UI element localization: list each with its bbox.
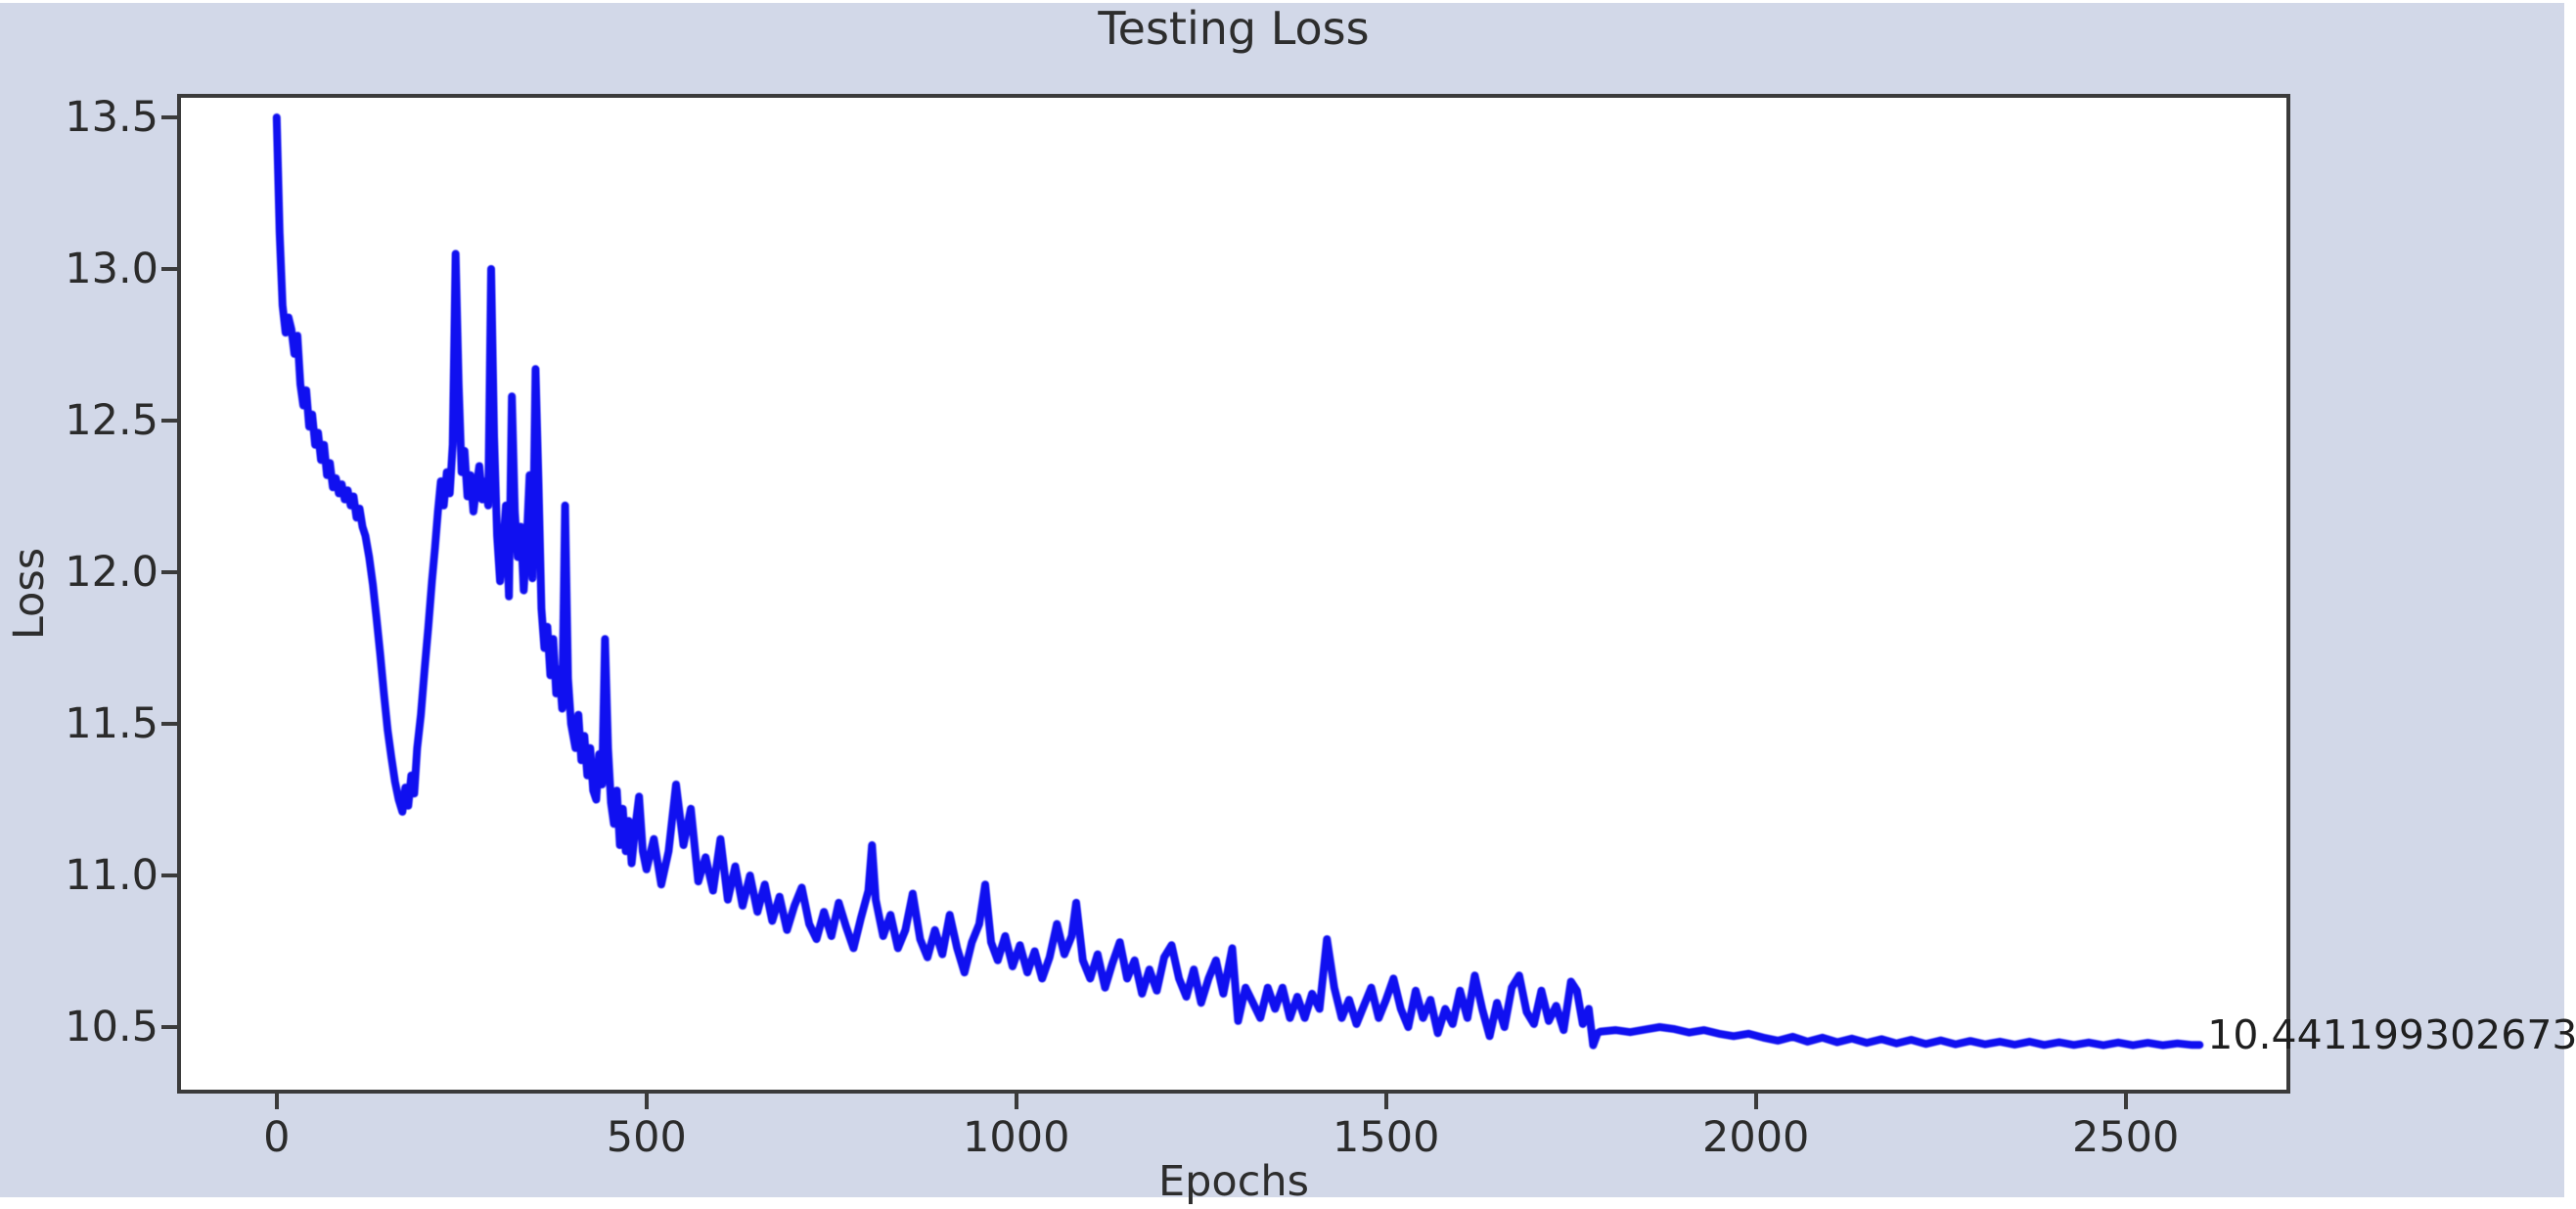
x-tick-label: 2500 bbox=[2071, 1113, 2180, 1162]
y-tick-label: 10.5 bbox=[65, 1002, 158, 1052]
y-tick-mark bbox=[161, 1024, 178, 1029]
x-tick-label: 2000 bbox=[1701, 1113, 1810, 1162]
y-tick-mark bbox=[161, 418, 178, 423]
y-tick-mark bbox=[161, 115, 178, 119]
x-tick-mark bbox=[274, 1093, 279, 1109]
y-tick-label: 13.0 bbox=[65, 245, 158, 293]
plot-area bbox=[177, 94, 2290, 1094]
y-tick-mark bbox=[161, 721, 178, 726]
y-tick-mark bbox=[161, 267, 178, 271]
x-tick-mark bbox=[1383, 1093, 1388, 1109]
loss-curve bbox=[272, 113, 2204, 1050]
y-tick-label: 11.0 bbox=[65, 850, 158, 900]
x-tick-label: 1000 bbox=[963, 1113, 1070, 1162]
x-tick-label: 500 bbox=[606, 1113, 687, 1162]
x-tick-label: 1500 bbox=[1333, 1113, 1440, 1162]
final-loss-annotation: 10.4411993026733 bbox=[2207, 1011, 2576, 1059]
x-tick-label: 0 bbox=[263, 1113, 291, 1162]
y-tick-mark bbox=[161, 873, 178, 877]
y-tick-mark bbox=[161, 569, 178, 574]
x-tick-mark bbox=[1753, 1093, 1758, 1109]
y-tick-label: 11.5 bbox=[65, 698, 158, 748]
x-tick-mark bbox=[644, 1093, 649, 1109]
chart-title: Testing Loss bbox=[1098, 2, 1370, 55]
x-axis-label: Epochs bbox=[1157, 1157, 1310, 1206]
y-tick-label: 12.5 bbox=[65, 395, 158, 445]
y-tick-label: 12.0 bbox=[65, 547, 158, 597]
y-tick-label: 13.5 bbox=[65, 93, 158, 142]
x-tick-mark bbox=[2123, 1093, 2128, 1109]
y-axis-label: Loss bbox=[5, 547, 54, 641]
x-tick-mark bbox=[1014, 1093, 1018, 1109]
